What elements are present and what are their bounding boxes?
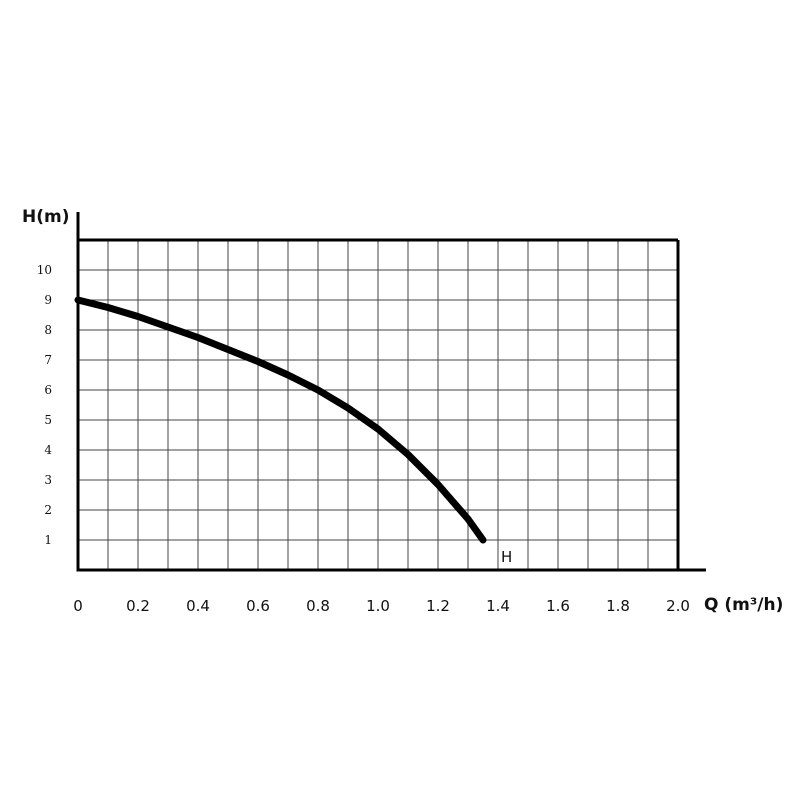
x-tick-label: 0.4 — [186, 597, 210, 615]
y-tick-label: 1 — [44, 533, 52, 547]
y-tick-label: 8 — [44, 323, 52, 337]
y-tick-label: 6 — [44, 383, 52, 397]
series-label: H — [501, 548, 512, 566]
x-tick-label: 0 — [73, 597, 83, 615]
x-tick-label: 1.4 — [486, 597, 510, 615]
y-tick-label: 4 — [44, 443, 52, 457]
y-tick-label: 9 — [44, 293, 52, 307]
y-tick-label: 7 — [44, 353, 52, 367]
y-tick-label: 3 — [44, 473, 52, 487]
x-tick-label: 1.8 — [606, 597, 630, 615]
x-tick-label: 2.0 — [666, 597, 690, 615]
y-tick-label: 2 — [44, 503, 52, 517]
grid — [78, 240, 678, 570]
y-axis-title: H(m) — [22, 207, 69, 227]
x-tick-label: 1.0 — [366, 597, 390, 615]
x-axis-title: Q (m³/h) — [704, 595, 783, 615]
series-group: H — [74, 296, 512, 566]
y-tick-labels: 1 2 3 4 5 6 7 8 9 10 — [37, 263, 53, 547]
x-tick-label: 0.2 — [126, 597, 150, 615]
y-tick-label: 10 — [37, 263, 52, 277]
x-tick-label: 0.8 — [306, 597, 330, 615]
x-tick-label: 1.2 — [426, 597, 450, 615]
axes — [76, 212, 706, 572]
x-tick-label: 1.6 — [546, 597, 570, 615]
series-line-h — [74, 296, 487, 544]
x-tick-label: 0.6 — [246, 597, 270, 615]
y-tick-label: 5 — [44, 413, 52, 427]
x-tick-labels: 0 0.2 0.4 0.6 0.8 1.0 1.2 1.4 1.6 1.8 2.0 — [73, 597, 690, 615]
